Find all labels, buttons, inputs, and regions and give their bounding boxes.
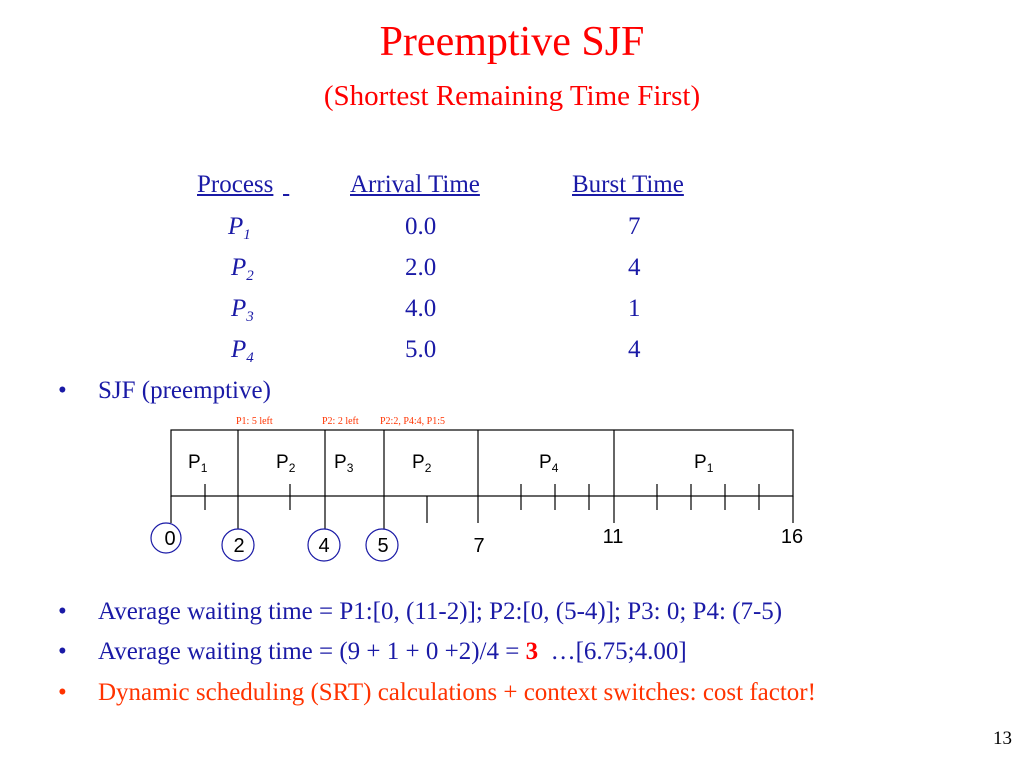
gantt-block-label: P2 xyxy=(412,452,432,475)
gantt-block-label: P3 xyxy=(334,452,354,475)
slide-subtitle: (Shortest Remaining Time First) xyxy=(323,80,701,112)
bullet-text-3: Average waiting time = (9 + 1 + 0 +2)/4 … xyxy=(98,638,687,665)
bullet-marker: • xyxy=(58,598,67,625)
header-process: Process xyxy=(197,171,274,198)
time-label: 16 xyxy=(781,526,803,548)
bullet-text-1: SJF (preemptive) xyxy=(98,377,271,404)
slide-number: 13 xyxy=(993,728,1012,749)
burst-time: 4 xyxy=(628,336,641,363)
gantt-block-label: P4 xyxy=(539,452,559,475)
gantt-frame xyxy=(170,429,794,497)
time-circle xyxy=(307,528,341,562)
gantt-note: P2:2, P4:4, P1:5 xyxy=(380,416,446,427)
time-circle xyxy=(365,528,399,562)
process-name: P1 xyxy=(228,213,251,243)
process-name: P3 xyxy=(231,295,254,325)
time-label: 4 xyxy=(318,535,329,557)
arrival-time: 0.0 xyxy=(405,213,437,240)
gantt-note: P1: 5 left xyxy=(236,416,273,427)
burst-time: 4 xyxy=(628,254,641,281)
arrival-time: 4.0 xyxy=(405,295,437,322)
header-burst: Burst Time xyxy=(572,171,684,198)
arrival-time: 5.0 xyxy=(405,336,437,363)
time-circle xyxy=(150,522,182,554)
time-circle xyxy=(221,528,255,562)
time-label: 0 xyxy=(164,528,175,550)
time-label: 11 xyxy=(603,526,624,548)
process-name: P4 xyxy=(231,336,254,366)
gantt-note: P2: 2 left xyxy=(322,416,359,427)
bullet-text-2: Average waiting time = P1:[0, (11-2)]; P… xyxy=(98,598,783,625)
burst-time: 7 xyxy=(628,213,641,240)
arrival-time: 2.0 xyxy=(405,254,437,281)
gantt-block-label: P2 xyxy=(276,452,296,475)
slide-title: Preemptive SJF xyxy=(379,19,645,65)
process-name: P2 xyxy=(231,254,254,284)
bullet-marker: • xyxy=(58,679,67,706)
bullet-text-4: Dynamic scheduling (SRT) calculations + … xyxy=(98,679,816,706)
burst-time: 1 xyxy=(628,295,641,322)
gantt-block-label: P1 xyxy=(694,452,714,475)
header-arrival: Arrival Time xyxy=(350,171,480,198)
time-label: 5 xyxy=(377,535,388,557)
bullet-marker: • xyxy=(58,377,67,404)
time-label: 7 xyxy=(473,535,484,557)
gantt-block-label: P1 xyxy=(188,452,208,475)
time-label: 2 xyxy=(233,535,244,557)
bullet-marker: • xyxy=(58,638,67,665)
